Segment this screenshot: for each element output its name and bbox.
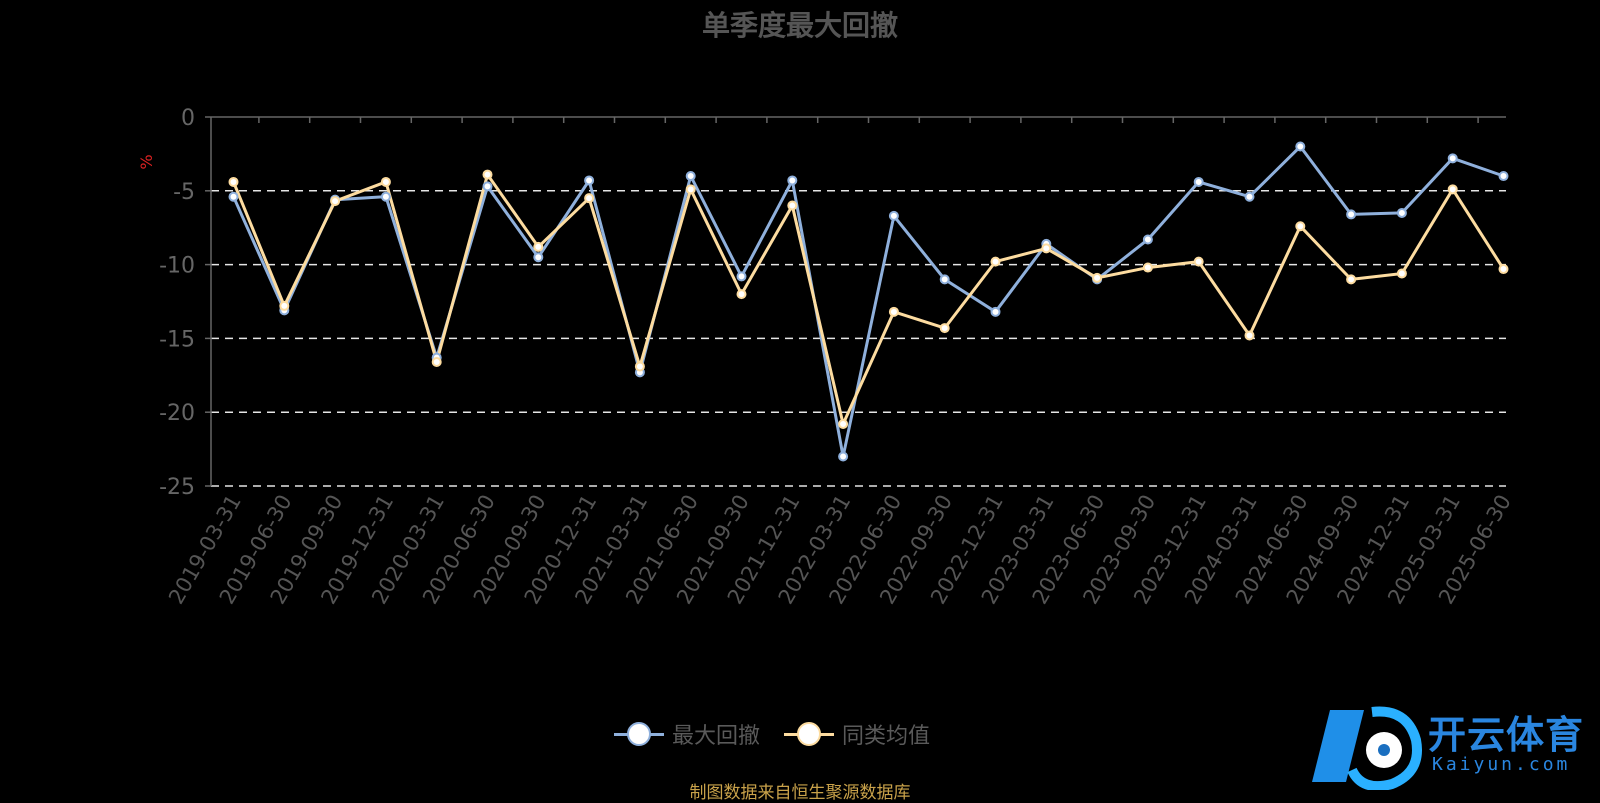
data-point-series2	[380, 176, 391, 187]
data-point-series1	[482, 181, 493, 192]
data-point-series1	[533, 252, 544, 263]
data-point-series2	[634, 361, 645, 372]
data-point-series2	[330, 196, 341, 207]
data-point-series1	[1193, 176, 1204, 187]
data-point-series1	[736, 271, 747, 282]
data-source-note: 制图数据来自恒生聚源数据库	[689, 783, 911, 803]
series-lines	[232, 145, 1505, 458]
data-point-series2	[482, 169, 493, 180]
data-point-series1	[1142, 234, 1153, 245]
legend-item-peer-average[interactable]: 同类均值	[784, 718, 930, 750]
data-point-series2	[838, 419, 849, 430]
data-point-series2	[1092, 272, 1103, 283]
data-point-series2	[685, 184, 696, 195]
legend: 最大回撤 同类均值	[0, 718, 1600, 750]
kaiyun-logo: 开云体育 Kaiyun.com	[1312, 700, 1592, 792]
data-point-series1	[1295, 141, 1306, 152]
series-line-1	[232, 145, 1504, 458]
data-point-series1	[888, 210, 899, 221]
y-tick-label: -5	[173, 180, 195, 205]
y-tick-label: -20	[159, 401, 195, 426]
data-point-series2	[533, 241, 544, 252]
legend-label: 同类均值	[842, 724, 931, 749]
data-point-series1	[1447, 153, 1458, 164]
data-point-series1	[838, 451, 849, 462]
data-point-series2	[279, 300, 290, 311]
data-point-series1	[939, 274, 950, 285]
data-point-series1	[685, 171, 696, 182]
data-point-series2	[1295, 221, 1306, 232]
data-point-series2	[736, 289, 747, 300]
data-point-series2	[1041, 243, 1052, 254]
data-point-series1	[1498, 171, 1509, 182]
legend-label: 最大回撤	[671, 724, 760, 749]
data-point-series1	[787, 175, 798, 186]
series-line-2	[232, 173, 1505, 426]
y-tick-label: 0	[181, 106, 195, 131]
data-point-series1	[228, 191, 239, 202]
kaiyun-logo-icon	[1312, 706, 1422, 792]
data-points	[228, 141, 1509, 462]
legend-marker-series1	[613, 722, 664, 746]
legend-marker-series2	[784, 722, 834, 746]
data-point-series2	[1498, 264, 1509, 275]
y-tick-label: -25	[159, 475, 195, 500]
data-point-series1	[1396, 207, 1407, 218]
data-point-series2	[1447, 184, 1458, 195]
y-axis-unit: %	[137, 154, 156, 169]
data-point-series2	[1142, 262, 1153, 273]
chart-title: 单季度最大回撤	[701, 9, 898, 42]
data-point-series2	[888, 306, 899, 317]
watermark-domain: Kaiyun.com	[1432, 754, 1571, 775]
data-point-series2	[1396, 268, 1407, 279]
data-point-series2	[787, 200, 798, 211]
data-point-series2	[990, 256, 1001, 267]
data-point-series2	[1193, 256, 1204, 267]
y-tick-label: -10	[159, 254, 195, 279]
data-point-series1	[1346, 209, 1357, 220]
data-point-series1	[1244, 191, 1255, 202]
watermark-brand: 开云体育	[1428, 713, 1585, 757]
data-point-series2	[939, 323, 950, 334]
data-point-series1	[990, 306, 1001, 317]
data-point-series1	[584, 175, 595, 186]
grid-lines	[211, 190, 1506, 487]
data-point-series2	[1244, 330, 1255, 341]
legend-item-max-drawdown[interactable]: 最大回撤	[613, 718, 760, 750]
data-point-series2	[584, 193, 595, 204]
data-point-series2	[1346, 274, 1357, 285]
axes	[205, 116, 1506, 487]
data-point-series2	[228, 176, 239, 187]
y-tick-label: -15	[159, 327, 195, 352]
data-point-series2	[431, 357, 442, 368]
data-point-series1	[380, 191, 391, 202]
